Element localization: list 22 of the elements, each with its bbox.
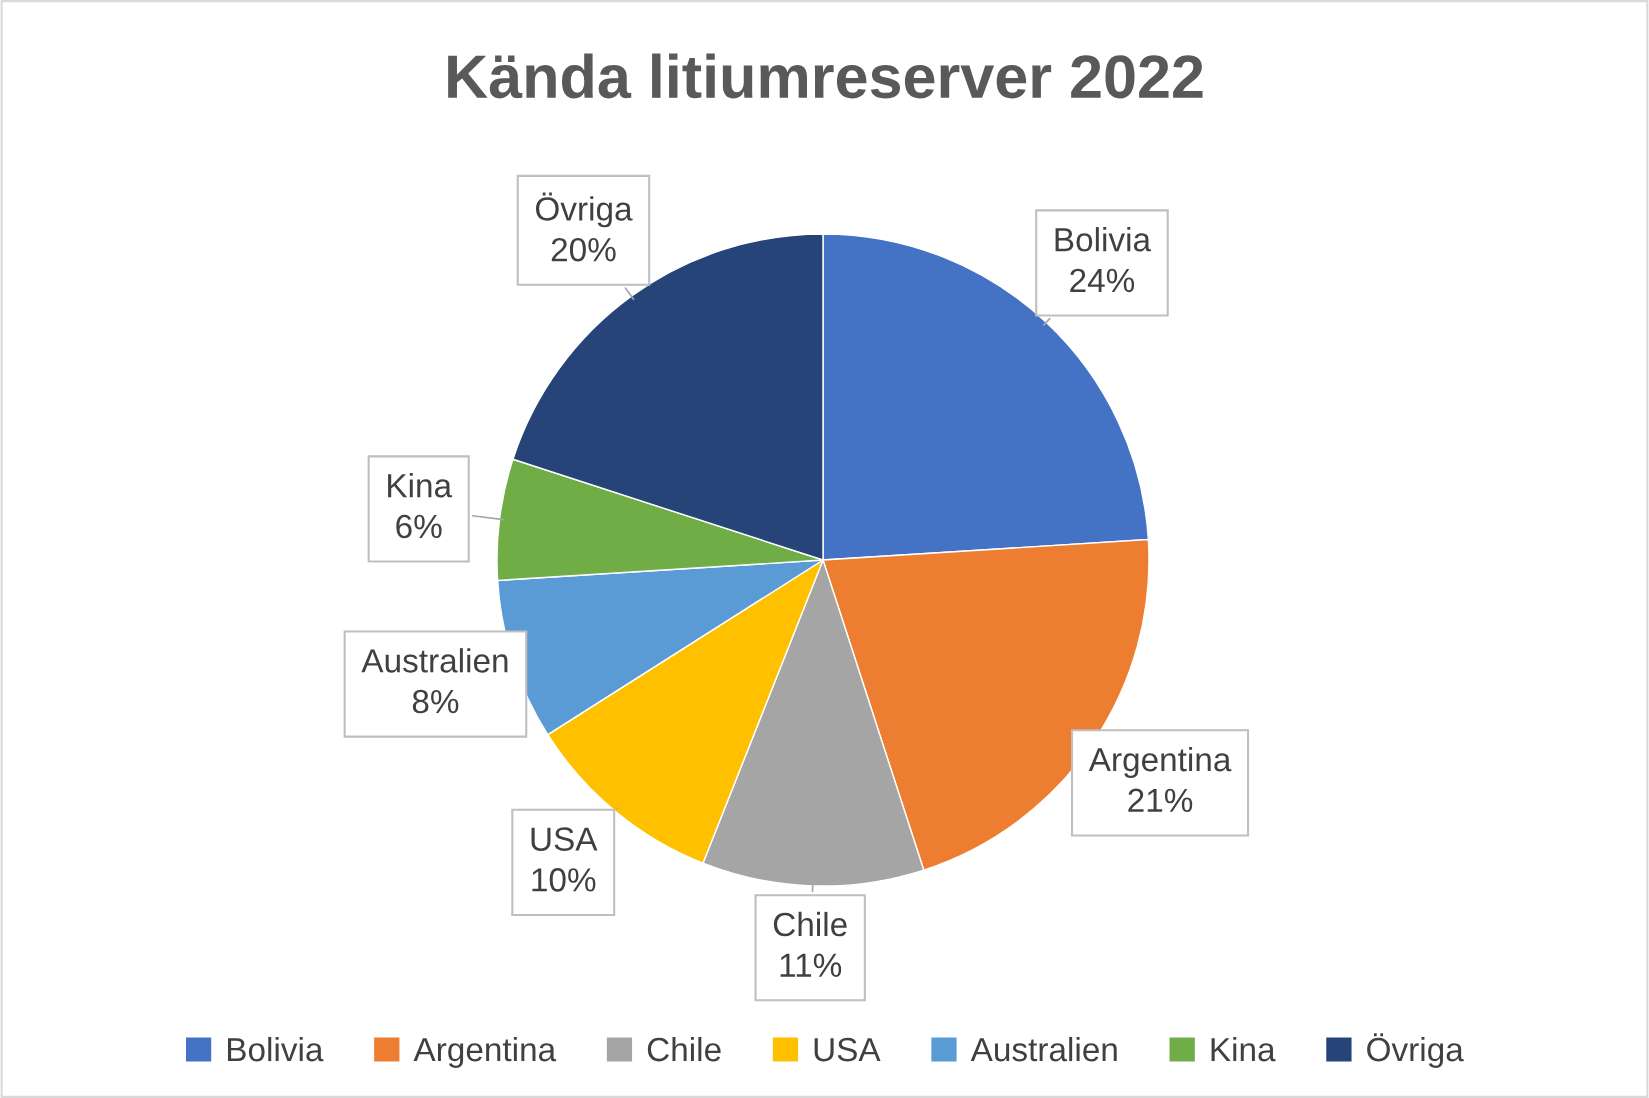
slice-label: Australien: [361, 648, 508, 673]
legend-label: Bolivia: [227, 1036, 324, 1062]
legend-label: Argentina: [413, 1036, 557, 1068]
legend-label: Australien: [970, 1036, 1117, 1062]
data-label: 20%: [551, 237, 616, 262]
data-label: 24%: [1070, 268, 1135, 293]
legend-label: Chile: [647, 1036, 721, 1062]
data-label: 10%: [532, 868, 596, 892]
legend-label: Övriga: [1367, 1033, 1464, 1068]
slice-label: Chile: [773, 911, 847, 937]
slice-label: USA: [531, 827, 598, 851]
slice-label: Bolivia: [1055, 227, 1152, 252]
slice-label: Övriga: [535, 192, 633, 228]
data-label: 8%: [412, 689, 459, 714]
data-label: 6%: [396, 514, 442, 539]
legend-label: Kina: [1211, 1036, 1276, 1062]
data-label: 11%: [780, 953, 842, 977]
chart-title: Kända litiumreserver 2022: [448, 53, 1203, 99]
slice-label: Kina: [388, 473, 453, 498]
legend-label: USA: [814, 1037, 881, 1062]
data-label: 21%: [1128, 788, 1193, 813]
slice-label: Argentina: [1088, 746, 1232, 779]
